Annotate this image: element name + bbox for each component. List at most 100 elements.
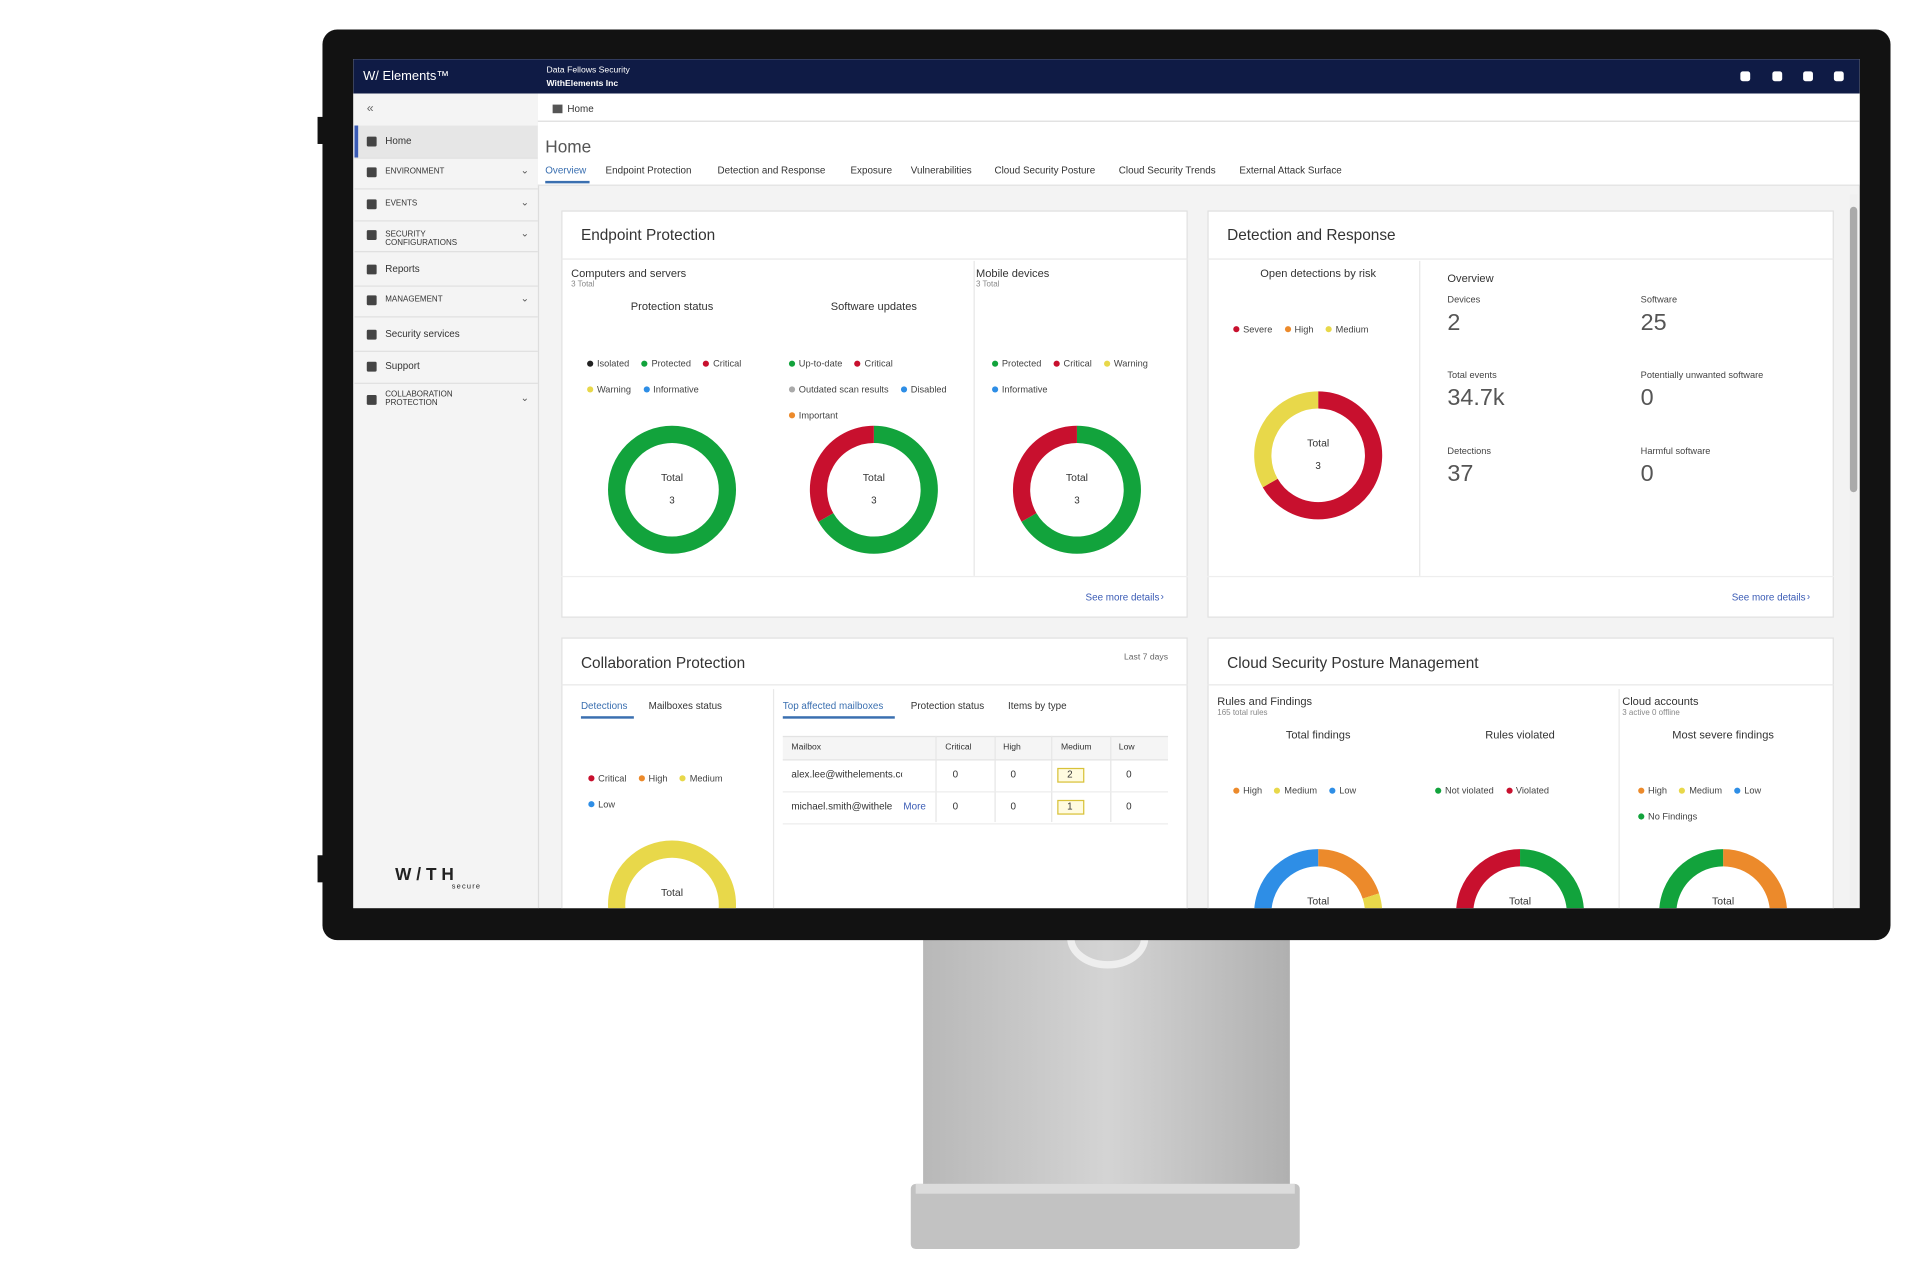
brand-sub: secure xyxy=(451,884,482,892)
stat-value: 0 xyxy=(1640,460,1654,487)
donut-center-label: Total xyxy=(1712,894,1735,907)
more-link[interactable]: More xyxy=(903,801,926,813)
legend-item: Not violated xyxy=(1435,785,1494,796)
donut-total: 3 xyxy=(1315,460,1321,472)
legend-swatch xyxy=(703,360,710,367)
legend-swatch xyxy=(587,360,594,367)
donut-center-label: Total xyxy=(660,471,684,484)
nav-icon xyxy=(366,167,377,178)
nav-item[interactable]: COLLABORATION PROTECTION xyxy=(385,390,453,408)
card-divider xyxy=(1207,684,1834,686)
subtab[interactable]: Top affected mailboxes xyxy=(782,700,884,712)
legend-label: Medium xyxy=(1335,323,1369,335)
breadcrumb-divider xyxy=(537,120,1860,122)
legend-item: Critical xyxy=(854,358,893,369)
legend-label: Medium xyxy=(1284,785,1318,797)
legend-item: High xyxy=(1233,785,1262,796)
legend-item: Medium xyxy=(679,773,723,784)
sidebar xyxy=(353,93,540,909)
legend-item: Critical xyxy=(588,773,626,784)
nav-item[interactable]: MANAGEMENT xyxy=(385,295,443,305)
nav-item[interactable]: ENVIRONMENT xyxy=(385,167,445,177)
legend-label: High xyxy=(1648,785,1668,797)
nav-item[interactable]: EVENTS xyxy=(385,199,418,209)
legend-item: Isolated xyxy=(587,358,629,369)
donut-center-label: Total xyxy=(1307,436,1330,450)
donut xyxy=(1659,849,1787,909)
tab[interactable]: Cloud Security Posture xyxy=(994,165,1096,177)
legend-label: Low xyxy=(598,798,616,810)
legend-item: Warning xyxy=(1104,358,1148,369)
nav-icon xyxy=(366,230,377,240)
see-more-link[interactable]: See more details xyxy=(1731,592,1806,604)
legend-label: Violated xyxy=(1515,785,1550,797)
subtab[interactable]: Mailboxes status xyxy=(648,700,722,712)
card-divider xyxy=(561,684,1188,686)
legend-swatch xyxy=(992,360,999,367)
subtab[interactable]: Protection status xyxy=(910,700,985,712)
chart-title: Software updates xyxy=(830,299,917,313)
legend: Critical High Medium Low xyxy=(588,773,748,810)
donut-segment xyxy=(809,425,875,522)
org-name: Data Fellows Security xyxy=(546,66,630,75)
nav-divider xyxy=(354,350,538,352)
legend-swatch xyxy=(588,775,595,782)
legend-label: Warning xyxy=(1113,358,1148,370)
donut xyxy=(608,840,737,909)
legend-swatch xyxy=(1638,787,1645,794)
section-label: Mobile devices xyxy=(976,266,1050,279)
legend-item: No Findings xyxy=(1638,811,1697,822)
tab[interactable]: Detection and Response xyxy=(717,165,826,177)
legend-label: Low xyxy=(1744,785,1762,797)
legend-swatch xyxy=(643,386,650,393)
legend-item: Medium xyxy=(1274,785,1317,796)
nav-icon xyxy=(366,199,377,210)
chart-title: Rules violated xyxy=(1485,728,1555,741)
donut-segment xyxy=(1254,849,1319,909)
nav-item[interactable]: Security services xyxy=(385,328,460,340)
overview-label: Overview xyxy=(1447,271,1494,284)
legend-label: Low xyxy=(1339,785,1357,797)
tab[interactable]: External Attack Surface xyxy=(1239,165,1342,177)
tab[interactable]: Endpoint Protection xyxy=(605,165,692,177)
donut-center-label: Total xyxy=(1307,894,1330,907)
legend-item: Outdated scan results xyxy=(788,384,889,395)
table-header-cell: High xyxy=(1003,743,1021,752)
nav-item[interactable]: Home xyxy=(385,135,412,147)
subtab[interactable]: Detections xyxy=(580,700,628,712)
card-title: Endpoint Protection xyxy=(580,225,716,244)
legend-item: High xyxy=(1638,785,1667,796)
nav-item[interactable]: Support xyxy=(385,360,420,372)
legend-item: Low xyxy=(1329,785,1356,796)
table-header-cell: Medium xyxy=(1060,743,1092,752)
section-divider xyxy=(1419,260,1421,576)
stat-label: Devices xyxy=(1447,293,1481,305)
legend-swatch xyxy=(1638,813,1645,820)
stat-value: 34.7k xyxy=(1447,385,1505,412)
legend-swatch xyxy=(588,801,595,808)
legend-label: Protected xyxy=(651,358,691,370)
card-title: Detection and Response xyxy=(1227,225,1396,244)
legend-label: Critical xyxy=(598,772,627,784)
header-icon xyxy=(1740,71,1751,82)
subtab-underline xyxy=(580,716,634,719)
tenant-selector[interactable]: WithElements Inc xyxy=(546,79,619,89)
subtab[interactable]: Items by type xyxy=(1008,700,1067,712)
legend-item: Up-to-date xyxy=(788,358,842,369)
legend-label: Medium xyxy=(1689,785,1723,797)
legend-item: Violated xyxy=(1506,785,1549,796)
tab[interactable]: Exposure xyxy=(850,165,893,177)
donut xyxy=(1012,425,1141,554)
donut xyxy=(1254,849,1382,909)
tab[interactable]: Overview xyxy=(545,165,587,177)
legend-label: High xyxy=(648,772,668,784)
tab[interactable]: Vulnerabilities xyxy=(910,165,972,177)
nav-item[interactable]: Reports xyxy=(385,263,420,275)
nav-item[interactable]: SECURITY CONFIGURATIONS xyxy=(385,230,458,248)
card xyxy=(1207,210,1834,618)
donut xyxy=(1254,391,1383,520)
table-header-cell: Low xyxy=(1118,743,1135,752)
tab[interactable]: Cloud Security Trends xyxy=(1118,165,1216,177)
see-more-link[interactable]: See more details xyxy=(1085,592,1160,604)
donut-total: 3 xyxy=(871,494,877,507)
